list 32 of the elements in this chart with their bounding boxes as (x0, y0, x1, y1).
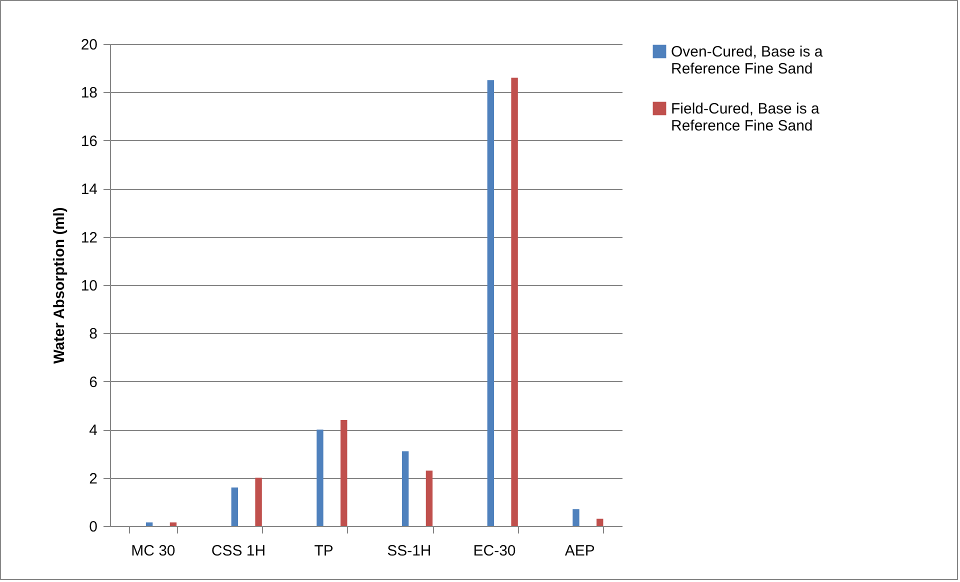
bar (402, 451, 409, 526)
y-axis-title: Water Absorption (ml) (50, 207, 68, 364)
bar (231, 487, 238, 526)
y-tick-label: 20 (80, 36, 98, 54)
bar (170, 522, 177, 526)
y-tick-label: 6 (89, 374, 98, 391)
bar (146, 522, 153, 526)
bar (487, 80, 494, 526)
x-tick-label: CSS 1H (211, 542, 266, 560)
y-tick-label: 12 (80, 229, 98, 246)
x-tick-label: AEP (564, 542, 595, 560)
bar (255, 478, 262, 526)
bar (316, 430, 324, 526)
y-tick-label: 4 (89, 422, 98, 440)
bar (572, 509, 580, 526)
legend-label: Oven-Cured, Base is a Reference Fine Sand (671, 44, 824, 78)
y-tick-label: 0 (89, 518, 98, 536)
y-tick-label: 14 (80, 181, 98, 198)
bar (596, 518, 604, 526)
y-tick-label: 18 (80, 84, 98, 102)
y-tick-label: 10 (80, 278, 98, 294)
bar (511, 78, 518, 526)
bar (340, 420, 348, 526)
x-tick-label: EC-30 (473, 542, 516, 560)
x-tick-label: TP (314, 542, 334, 560)
x-tick-label: MC 30 (131, 542, 176, 560)
y-tick-label: 8 (89, 326, 98, 343)
x-tick-label: SS-1H (387, 542, 432, 560)
y-tick-label: 2 (89, 470, 98, 488)
y-tick-label: 16 (80, 132, 98, 150)
bar (426, 470, 433, 526)
legend-label: Field-Cured, Base is a Reference Fine Sand (671, 100, 820, 134)
